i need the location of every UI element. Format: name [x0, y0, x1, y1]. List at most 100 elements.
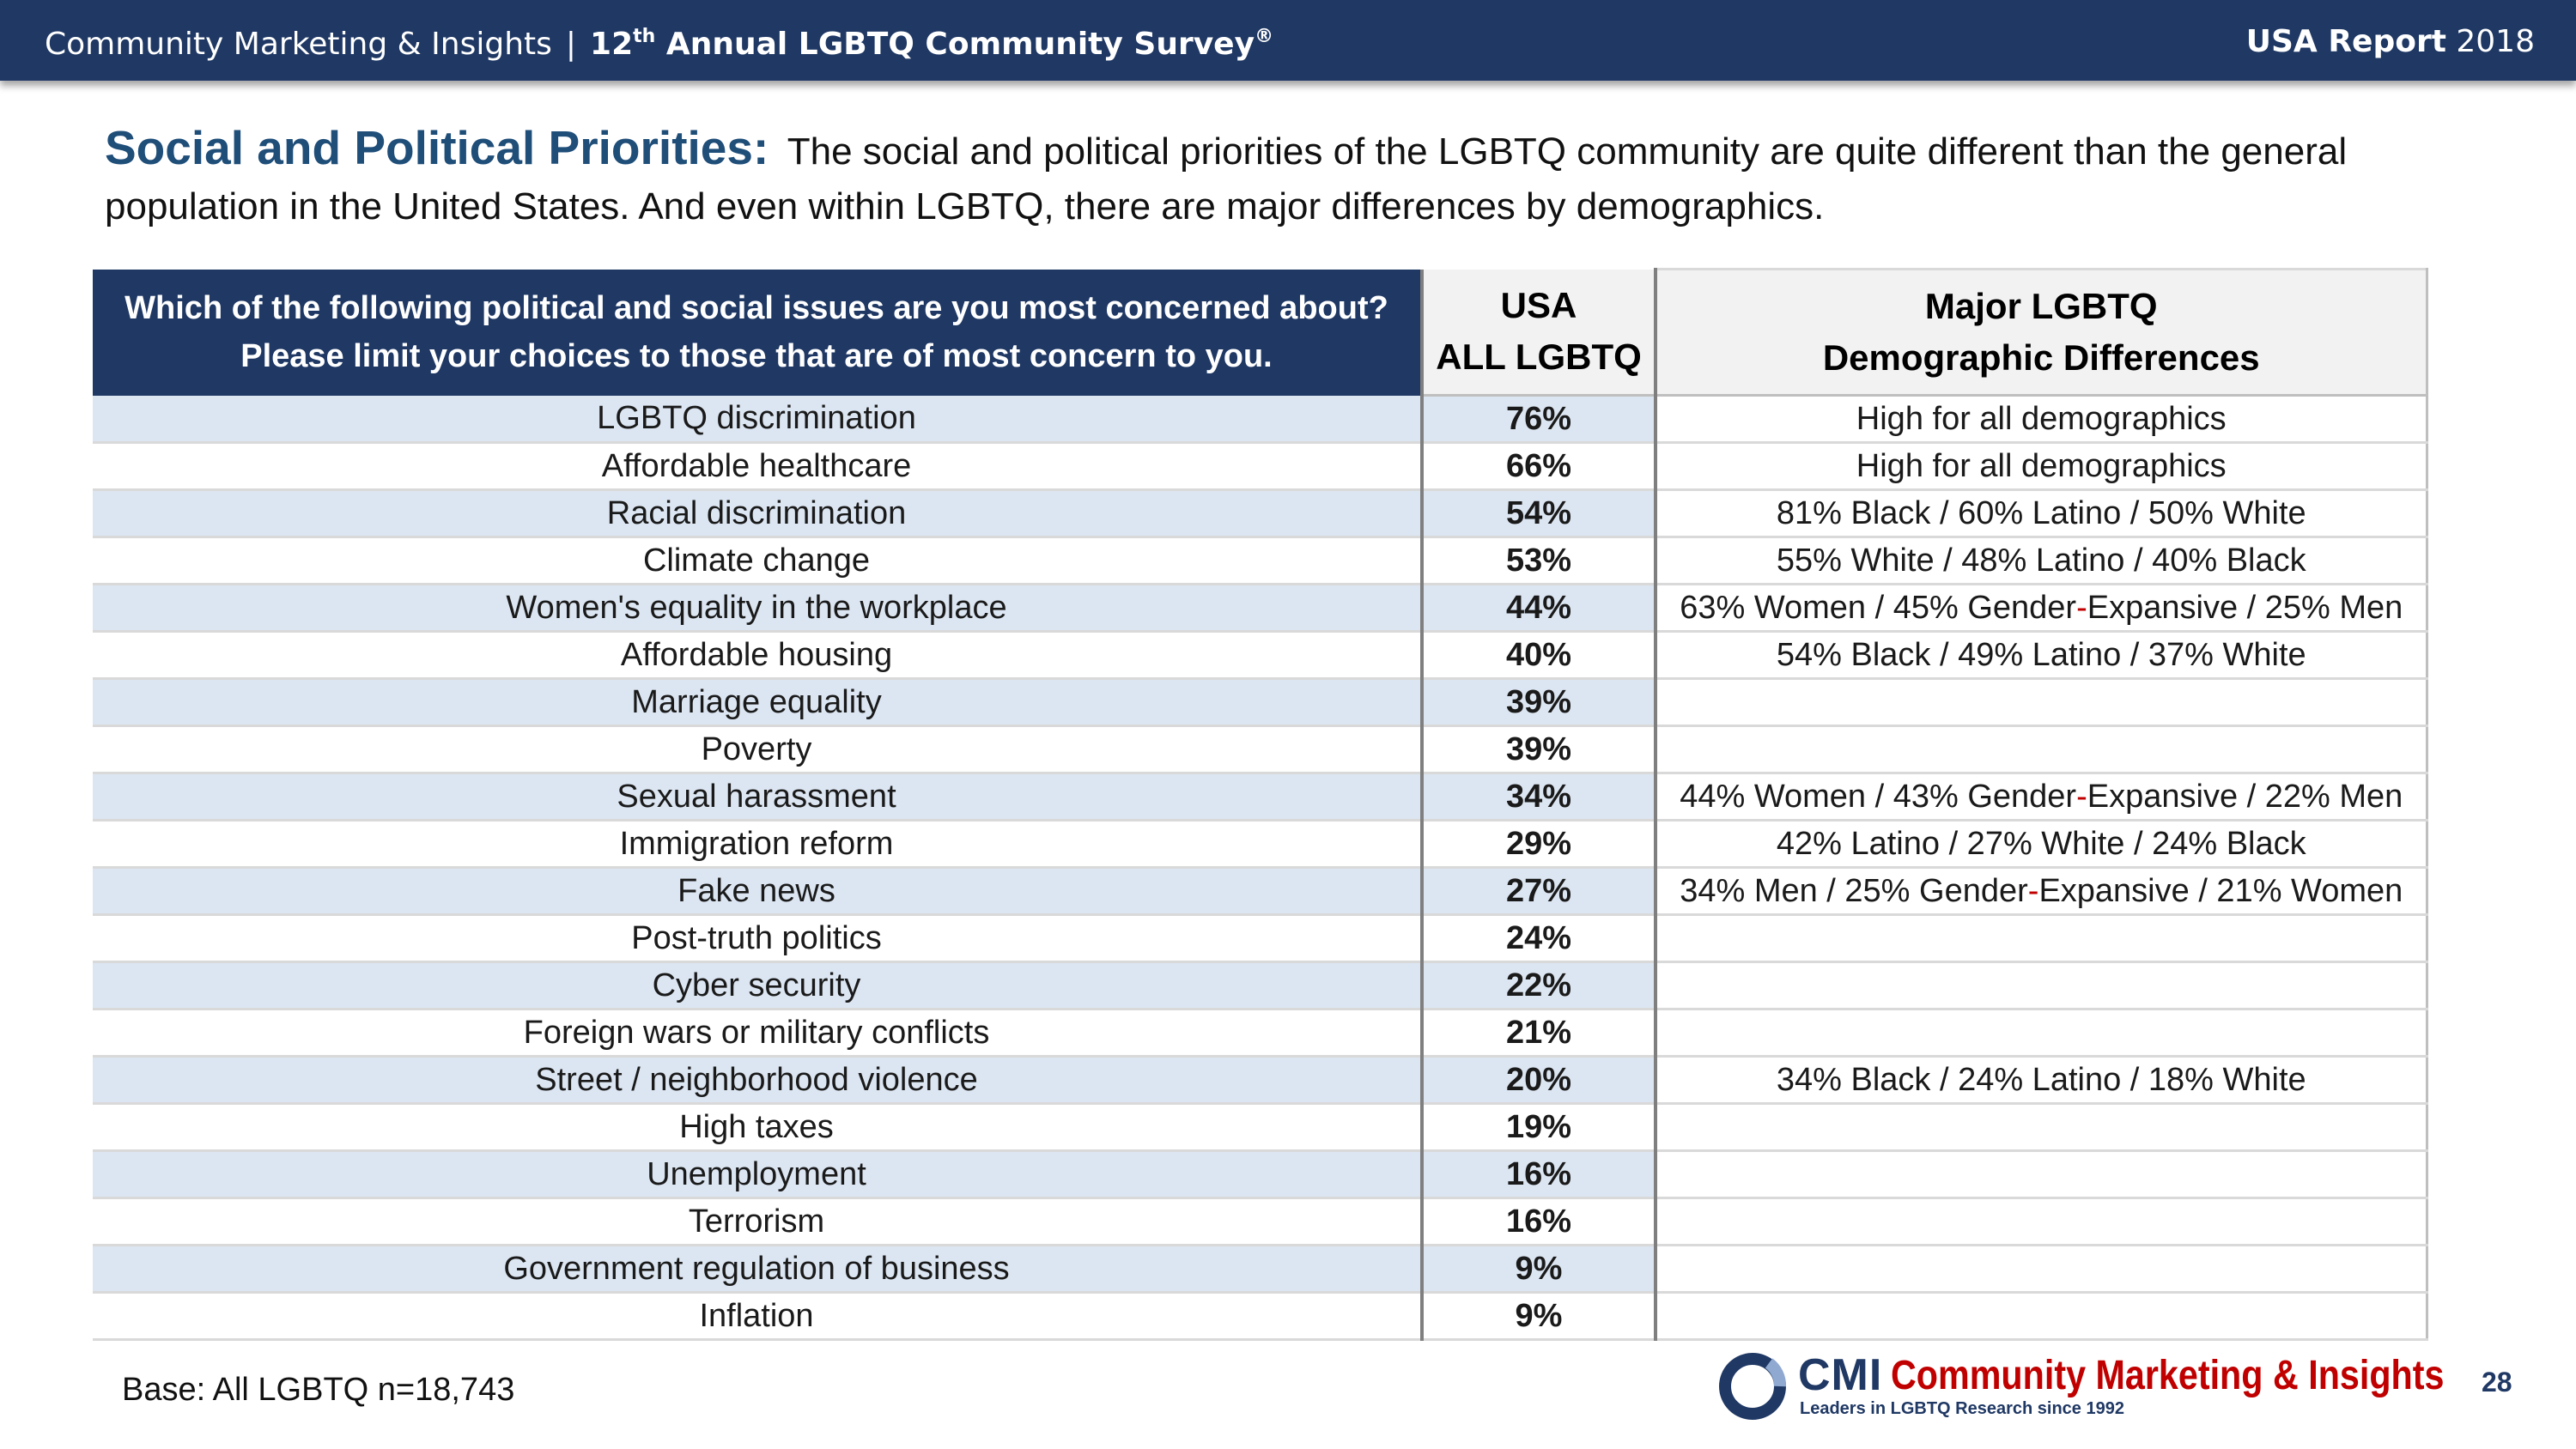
demo-header-line-2: Demographic Differences [1822, 337, 2260, 378]
issue-cell: Immigration reform [93, 820, 1424, 869]
difference-cell: 54% Black / 49% Latino / 37% White [1656, 631, 2428, 680]
percent-cell: 27% [1422, 867, 1657, 916]
issue-cell: Climate change [93, 537, 1424, 585]
survey-name: Annual LGBTQ Community Survey [655, 27, 1255, 62]
demographic-header: Major LGBTQ Demographic Differences [1656, 268, 2428, 397]
table-row: Women's equality in the workplace 44% 63% … [93, 584, 2428, 633]
report-label: USA Report [2245, 24, 2446, 59]
table-row: Inflation 9% [93, 1292, 2428, 1341]
issue-cell: Fake news [93, 867, 1424, 916]
table-row: Racial discrimination 54% 81% Black / 60% … [93, 489, 2428, 538]
section-intro: The social and political priorities of t… [105, 130, 2348, 227]
table-row: Affordable housing 40% 54% Black / 49% Lat… [93, 631, 2428, 680]
issue-cell: Post-truth politics [93, 914, 1424, 963]
top-banner: Community Marketing & Insights | 12th Annu… [0, 0, 2576, 81]
difference-cell: 81% Black / 60% Latino / 50% White [1656, 489, 2428, 538]
difference-part-b: Expansive / 22% Men [2087, 779, 2403, 815]
survey-title: 12th Annual LGBTQ Community Survey® [590, 27, 1273, 62]
percent-cell: 29% [1422, 820, 1657, 869]
difference-part-b: Expansive / 21% Women [2038, 873, 2403, 909]
issue-cell: Racial discrimination [93, 489, 1424, 538]
difference-cell [1656, 961, 2428, 1010]
usa-header: USA ALL LGBTQ [1422, 269, 1657, 397]
issue-cell: Affordable housing [93, 631, 1424, 680]
issue-cell: Women's equality in the workplace [93, 584, 1424, 633]
difference-cell [1656, 1009, 2428, 1058]
issue-cell: Street / neighborhood violence [93, 1056, 1424, 1105]
registered-mark: ® [1255, 26, 1274, 47]
table-row: Street / neighborhood violence 20% 34% Bla… [93, 1056, 2428, 1105]
difference-cell: 55% White / 48% Latino / 40% Black [1656, 537, 2428, 585]
issue-cell: High taxes [93, 1103, 1424, 1152]
question-line-1: Which of the following political and soc… [125, 290, 1388, 326]
difference-cell: High for all demographics [1656, 395, 2428, 444]
table-row: Government regulation of business 9% [93, 1245, 2428, 1294]
table-row: LGBTQ discrimination 76% High for all demo… [93, 395, 2428, 444]
issue-cell: Poverty [93, 725, 1424, 774]
banner-separator: | [565, 27, 577, 62]
difference-cell [1656, 1292, 2428, 1341]
org-name: Community Marketing & Insights [45, 27, 552, 62]
banner-right: USA Report 2018 [2246, 0, 2535, 84]
difference-cell [1656, 1245, 2428, 1294]
percent-cell: 22% [1422, 961, 1657, 1010]
table-header-row: Which of the following political and soc… [93, 268, 2428, 397]
issue-cell: Inflation [93, 1292, 1424, 1341]
usa-header-line-1: USA [1500, 285, 1577, 326]
percent-cell: 16% [1422, 1197, 1657, 1246]
table-row: Climate change 53% 55% White / 48% Latino … [93, 537, 2428, 585]
table-row: Immigration reform 29% 42% Latino / 27% Wh… [93, 820, 2428, 869]
survey-number: 12 [590, 27, 634, 62]
percent-cell: 21% [1422, 1009, 1657, 1058]
table-row: Cyber security 22% [93, 961, 2428, 1010]
percent-cell: 34% [1422, 773, 1657, 822]
table-row: Sexual harassment 34% 44% Women / 43% Gend… [93, 773, 2428, 822]
question-line-2: Please limit your choices to those that … [240, 338, 1273, 374]
difference-cell: 34% Men / 25% Gender-Expansive / 21% Wom… [1656, 867, 2428, 916]
difference-cell [1656, 1197, 2428, 1246]
cmi-logo: CMI Community Marketing & Insights Leade… [1717, 1349, 2456, 1427]
percent-cell: 16% [1422, 1150, 1657, 1199]
difference-cell: 42% Latino / 27% White / 24% Black [1656, 820, 2428, 869]
percent-cell: 39% [1422, 678, 1657, 727]
table-row: Marriage equality 39% [93, 678, 2428, 727]
issue-cell: LGBTQ discrimination [93, 395, 1424, 444]
issue-cell: Affordable healthcare [93, 442, 1424, 491]
issue-cell: Sexual harassment [93, 773, 1424, 822]
logo-cmi: CMI [1798, 1350, 1883, 1400]
table-row: Fake news 27% 34% Men / 25% Gender-Expansi… [93, 867, 2428, 916]
page-number: 28 [2482, 1367, 2512, 1397]
usa-header-line-2: ALL LGBTQ [1436, 336, 1642, 378]
difference-cell [1656, 914, 2428, 963]
table-row: Affordable healthcare 66% High for all dem… [93, 442, 2428, 491]
section-title: Social and Political Priorities: [105, 121, 769, 174]
hyphen-mark: - [2027, 873, 2039, 909]
difference-part-a: 44% Women / 43% Gender [1680, 779, 2077, 815]
percent-cell: 66% [1422, 442, 1657, 491]
difference-cell: High for all demographics [1656, 442, 2428, 491]
percent-cell: 76% [1422, 395, 1657, 444]
difference-part-a: 34% Men / 25% Gender [1680, 873, 2028, 909]
percent-cell: 19% [1422, 1103, 1657, 1152]
report-year: 2018 [2456, 24, 2535, 59]
percent-cell: 54% [1422, 489, 1657, 538]
percent-cell: 53% [1422, 537, 1657, 585]
percent-cell: 9% [1422, 1292, 1657, 1341]
priorities-table: Which of the following political and soc… [93, 268, 2428, 1341]
hyphen-mark: - [2076, 590, 2087, 626]
difference-cell [1656, 1150, 2428, 1199]
table-row: Poverty 39% [93, 725, 2428, 774]
percent-cell: 39% [1422, 725, 1657, 774]
table-row: Foreign wars or military conflicts 21% [93, 1009, 2428, 1058]
logo-tagline: Leaders in LGBTQ Research since 1992 [1800, 1399, 2124, 1418]
difference-part-b: Expansive / 25% Men [2087, 590, 2403, 626]
issue-cell: Foreign wars or military conflicts [93, 1009, 1424, 1058]
percent-cell: 9% [1422, 1245, 1657, 1294]
percent-cell: 44% [1422, 584, 1657, 633]
logo-brand-name: Community Marketing & Insights [1891, 1353, 2445, 1398]
difference-cell [1656, 1103, 2428, 1152]
banner-left: Community Marketing & Insights | 12th Annu… [45, 0, 1273, 89]
issue-cell: Government regulation of business [93, 1245, 1424, 1294]
question-header: Which of the following political and soc… [93, 269, 1424, 396]
hyphen-mark: - [2076, 779, 2087, 815]
